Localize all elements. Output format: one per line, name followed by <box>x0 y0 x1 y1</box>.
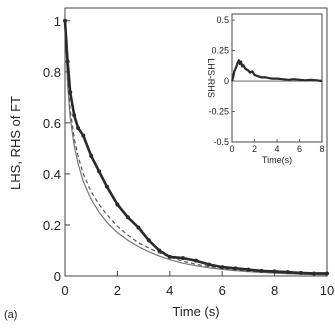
main-series-1-point <box>68 90 73 95</box>
inset-y-tick-label: 0.5 <box>216 15 229 25</box>
main-series-1-point <box>97 169 102 174</box>
main-y-tick-label: 0.2 <box>43 218 61 233</box>
inset-chart: 0 2 4 6 8 -0.5 -0.25 0 0.25 0.5 Time(s) LHS-RHS <box>206 13 325 165</box>
main-series-1-point <box>298 270 303 275</box>
main-x-tick-label: 4 <box>166 283 173 298</box>
inset-y-tick-label: -0.5 <box>213 137 229 147</box>
inset-ticks: 0 2 4 6 8 -0.5 -0.25 0 0.25 0.5 <box>208 15 324 154</box>
main-x-tick-label: 8 <box>271 283 278 298</box>
main-series-1-point <box>81 133 86 138</box>
inset-series <box>230 59 323 83</box>
inset-series-line <box>230 59 323 83</box>
main-x-tick-label: 10 <box>320 283 334 298</box>
main-series-1-point <box>220 265 225 270</box>
main-series-1-point <box>89 154 94 159</box>
main-series-1-point <box>180 256 185 261</box>
main-chart: 0 2 4 6 8 10 0 0.2 0.4 0.6 0.8 1 Time (s) LHS, RHS … <box>4 7 334 321</box>
main-series-1-point <box>136 225 141 230</box>
inset-y-tick-label: 0.25 <box>211 46 229 56</box>
main-series-1-point <box>115 202 120 207</box>
main-series-1-point <box>76 125 81 130</box>
main-x-tick-label: 2 <box>114 283 121 298</box>
main-series-1-point <box>311 271 316 276</box>
main-series <box>63 18 329 276</box>
inset-y-tick-label: -0.25 <box>208 107 229 117</box>
main-series-1-point <box>285 270 290 275</box>
inset-y-tick-label: 0 <box>224 76 229 86</box>
main-plot-frame <box>64 7 328 277</box>
main-series-1-point <box>63 18 67 23</box>
main-series-1-point <box>194 258 198 263</box>
panel-label: (a) <box>4 309 17 321</box>
main-y-axis-label: LHS, RHS of FT <box>8 96 23 190</box>
inset-x-axis-label: Time(s) <box>262 155 292 165</box>
main-series-1-point <box>272 269 277 274</box>
main-series-1-point <box>207 262 212 267</box>
inset-y-axis-label: LHS-RHS <box>206 58 216 98</box>
inset-x-tick-label: 0 <box>229 144 234 154</box>
main-series-1-point <box>233 266 238 271</box>
main-x-tick-label: 6 <box>219 283 226 298</box>
inset-x-tick-label: 8 <box>319 144 324 154</box>
main-y-tick-label: 0 <box>54 269 61 284</box>
inset-x-tick-label: 2 <box>252 144 257 154</box>
inset-x-tick-label: 4 <box>274 144 279 154</box>
main-series-1-point <box>259 268 264 273</box>
main-series-1-point <box>157 248 162 253</box>
main-series-1-point <box>72 113 77 118</box>
main-series-1-point <box>125 215 130 220</box>
main-y-tick-label: 0.6 <box>43 116 61 131</box>
main-series-1-point <box>146 238 151 243</box>
main-y-tick-label: 0.4 <box>43 167 61 182</box>
main-series-1-point <box>104 184 109 189</box>
main-series-1-point <box>246 267 251 272</box>
main-x-tick-label: 0 <box>61 283 68 298</box>
main-series-1-point <box>325 271 329 276</box>
inset-x-tick-label: 6 <box>297 144 302 154</box>
main-y-tick-label: 1 <box>54 14 61 29</box>
main-x-axis-label: Time (s) <box>172 304 219 319</box>
main-series-1-point <box>65 59 70 64</box>
main-series-1-point <box>167 254 172 259</box>
main-y-tick-label: 0.8 <box>43 65 61 80</box>
